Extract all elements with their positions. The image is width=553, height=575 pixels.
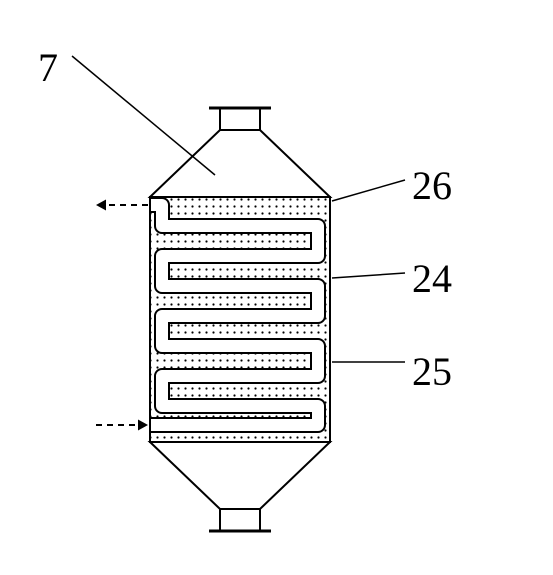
leader-7: [72, 56, 215, 175]
leader-24: [332, 273, 405, 278]
leader-26: [332, 180, 405, 201]
label-24: 24: [412, 255, 452, 302]
bottom-neck: [220, 509, 260, 531]
arrow-in-head: [138, 420, 148, 431]
top-neck: [220, 108, 260, 130]
vessel-top-cone: [150, 130, 330, 197]
arrow-out-head: [96, 200, 106, 211]
label-7: 7: [38, 44, 58, 91]
vessel-bottom-cone: [150, 442, 330, 509]
label-25: 25: [412, 348, 452, 395]
label-26: 26: [412, 162, 452, 209]
